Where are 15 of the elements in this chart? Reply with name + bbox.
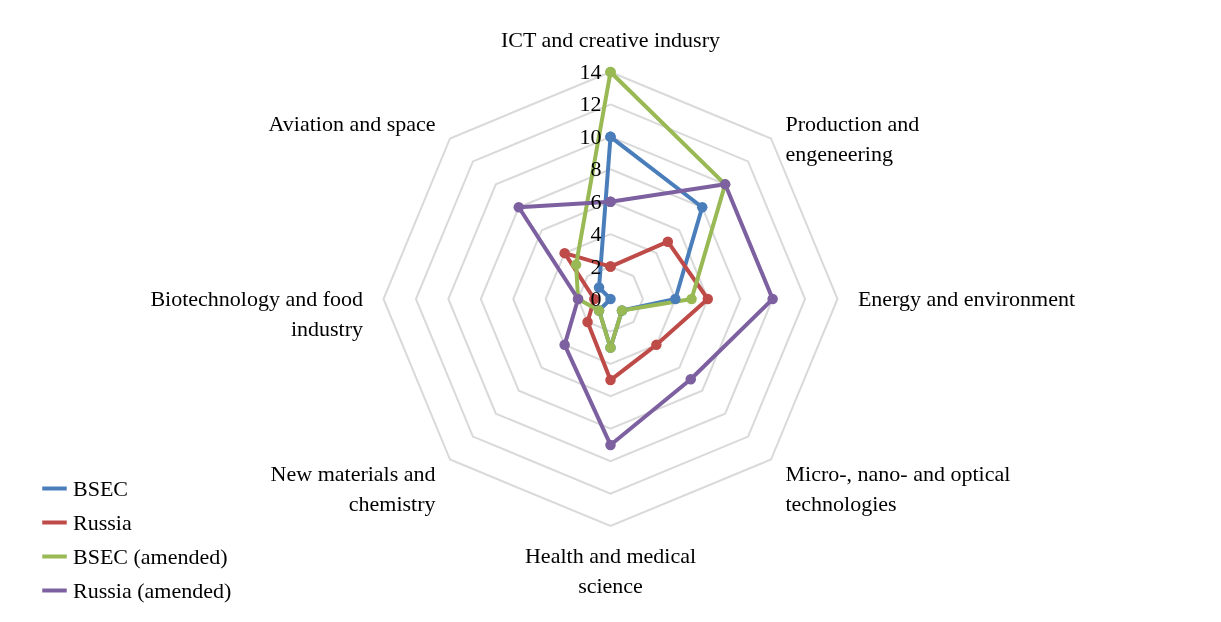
legend-label: BSEC (amended) <box>73 543 228 569</box>
legend-label: Russia <box>73 509 132 535</box>
spoke-label: Health and medical science <box>524 543 697 599</box>
y-tick-label: 4 <box>590 221 602 247</box>
spoke-label: Biotechnology and food industry <box>150 286 364 341</box>
spoke-label: Micro-, nano- and optical technologies <box>785 460 1011 516</box>
spoke-label: Production and engeneering <box>785 111 920 167</box>
spoke-label: New materials and chemistry <box>270 460 436 516</box>
spoke-label: Energy and environment <box>857 286 1076 311</box>
spoke-label: ICT and creative indusry <box>501 26 720 52</box>
legend-label: BSEC <box>73 475 129 501</box>
y-tick-label: 14 <box>579 59 602 84</box>
legend-label: Russia (amended) <box>73 577 232 603</box>
spoke-label: Aviation and space <box>268 111 436 137</box>
y-tick-label: 12 <box>579 91 602 117</box>
